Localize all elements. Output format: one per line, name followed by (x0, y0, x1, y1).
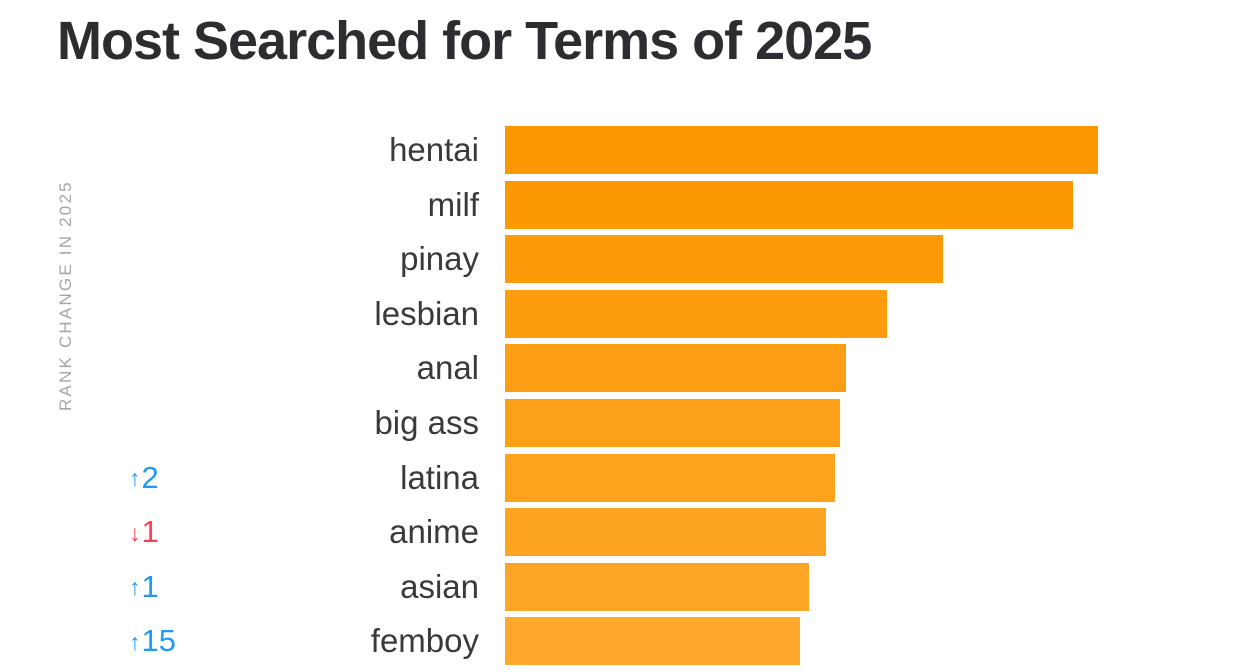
bar (505, 453, 835, 502)
bar (505, 617, 800, 666)
rank-change-indicator: ↓ 1 (129, 508, 159, 556)
category-label: anime (389, 513, 479, 551)
arrow-up-icon: ↑ (129, 465, 141, 492)
chart-row: milf (0, 180, 1240, 229)
chart-title: Most Searched for Terms of 2025 (57, 11, 872, 71)
bar (505, 344, 846, 393)
bar (505, 562, 809, 611)
arrow-up-icon: ↑ (129, 574, 141, 601)
bar (505, 508, 826, 557)
bar (505, 180, 1073, 229)
bar-chart: hentai milf pinay lesbian anal big ass ↑ 2 latin… (0, 126, 1240, 672)
category-label: hentai (389, 131, 479, 168)
chart-row: lesbian (0, 289, 1240, 338)
bar (505, 289, 887, 338)
category-label: milf (427, 185, 479, 223)
rank-change-amount: 2 (141, 459, 159, 495)
bar (505, 398, 840, 447)
chart-row: ↓ 1 anime (0, 508, 1240, 557)
arrow-up-icon: ↑ (129, 628, 141, 655)
rank-change-amount: 15 (141, 623, 176, 659)
chart-row: pinay (0, 235, 1240, 284)
category-label: femboy (370, 622, 479, 660)
rank-change-indicator: ↑ 1 (129, 563, 159, 611)
chart-row: ↑ 1 asian (0, 562, 1240, 611)
category-label: lesbian (374, 294, 479, 332)
arrow-down-icon: ↓ (129, 519, 141, 546)
category-label: anal (416, 349, 479, 387)
rank-change-amount: 1 (141, 568, 159, 604)
chart-row: ↑ 2 latina (0, 453, 1240, 502)
bar (505, 126, 1098, 174)
bar (505, 235, 943, 284)
chart-row: big ass (0, 398, 1240, 447)
rank-change-indicator: ↑ 2 (129, 454, 159, 502)
chart-row: ↑ 15 femboy (0, 617, 1240, 666)
category-label: latina (400, 458, 479, 496)
chart-row: anal (0, 344, 1240, 393)
rank-change-amount: 1 (141, 514, 159, 550)
category-label: big ass (374, 403, 479, 441)
chart-row: hentai (0, 126, 1240, 174)
rank-change-indicator: ↑ 15 (129, 617, 176, 665)
category-label: pinay (400, 240, 479, 278)
category-label: asian (400, 567, 479, 605)
